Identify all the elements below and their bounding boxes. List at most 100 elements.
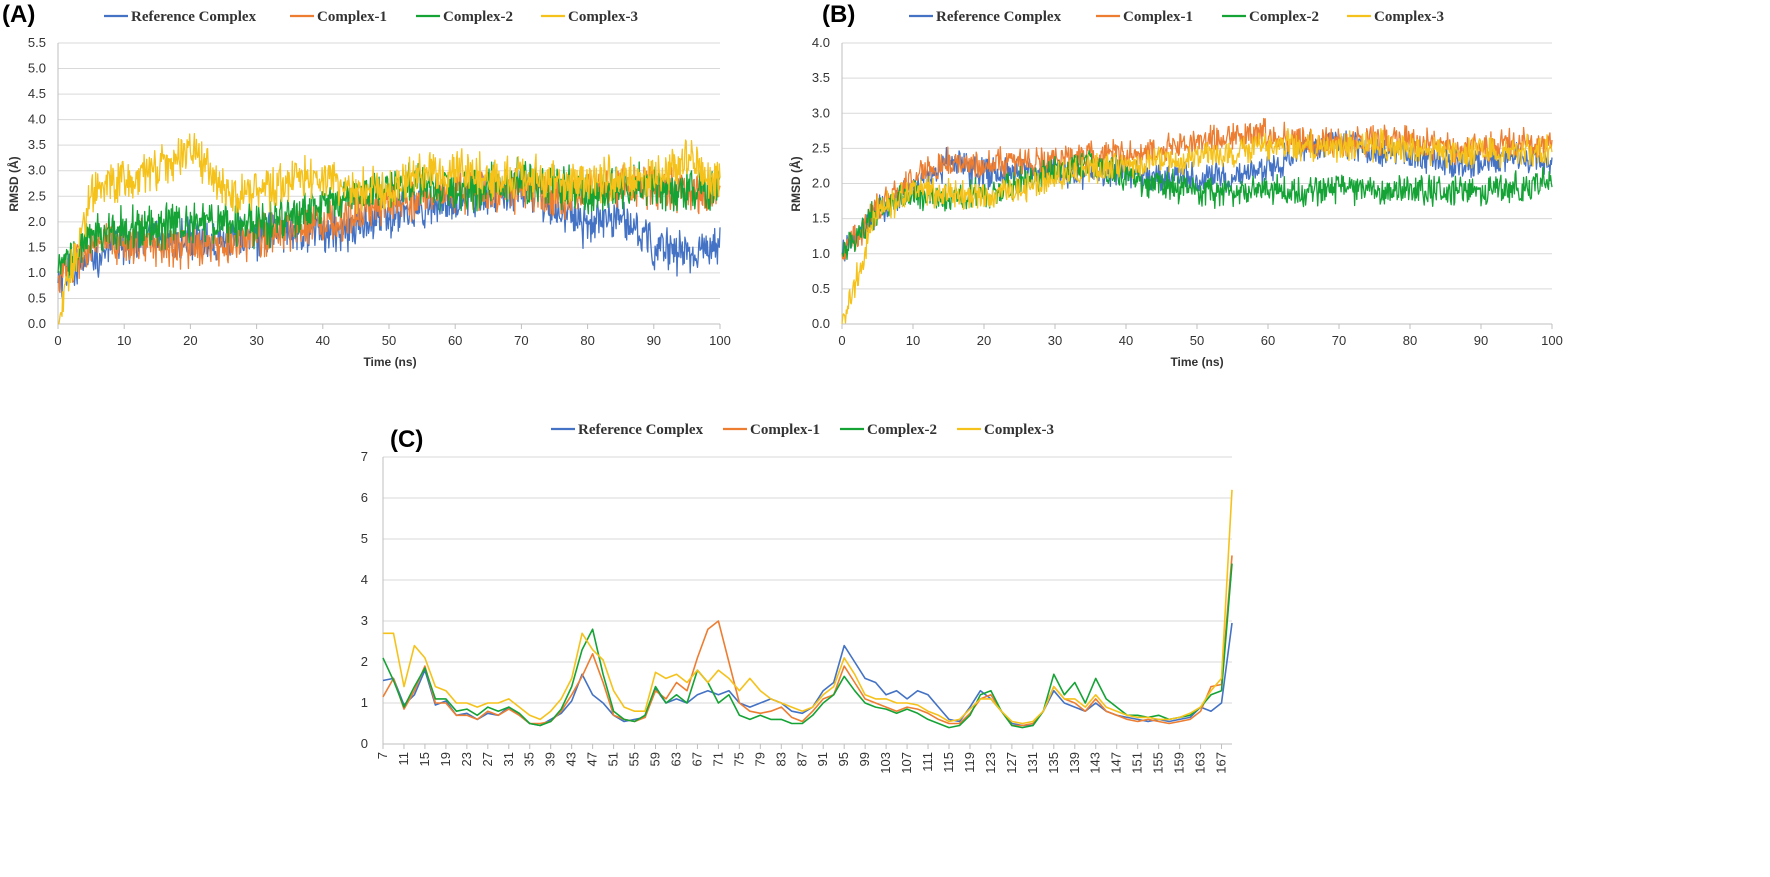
panel-b-x-tick-label: 80: [1403, 333, 1417, 348]
panel-a-x-tick-label: 40: [316, 333, 330, 348]
panel-b-series: [841, 117, 1553, 325]
panel-a-x-tick-label: 80: [580, 333, 594, 348]
panel-a-legend-label: Complex-1: [317, 9, 387, 25]
panel-a-y-tick-label: 1.0: [28, 265, 46, 280]
panel-a-label: (A): [2, 1, 35, 28]
panel-c-series: [382, 489, 1233, 729]
panel-b-series-line-2: [841, 117, 1553, 261]
panel-c-series-line-4: [383, 489, 1233, 725]
panel-c-x-tick-label: 163: [1193, 752, 1208, 774]
panel-c-x-tick-label: 51: [606, 752, 621, 766]
panel-a-y-tick-label: 1.5: [28, 239, 46, 254]
panel-c-y-tick-label: 6: [361, 490, 368, 505]
panel-c-y-tick-label: 7: [361, 449, 368, 464]
panel-c-y-tick-label: 2: [361, 654, 368, 669]
panel-c-x-tick-label: 31: [501, 752, 516, 766]
panel-b-x-tick-label: 60: [1261, 333, 1275, 348]
panel-b-legend-label: Complex-2: [1249, 9, 1319, 25]
panel-c-x-tick-label: 103: [878, 752, 893, 774]
panel-b-x-tick-label: 10: [906, 333, 920, 348]
panel-b-series-line-4: [841, 128, 1553, 325]
panel-b-y-tick-label: 3.0: [812, 105, 830, 120]
panel-b-x-tick-label: 0: [838, 333, 845, 348]
panel-b-x-axis-title: Time (ns): [1170, 355, 1223, 369]
panel-c-y-tick-label: 1: [361, 695, 368, 710]
panel-c-legend-label: Reference Complex: [578, 422, 704, 438]
panel-a-series: [57, 132, 721, 325]
panel-a-y-tick-label: 2.0: [28, 214, 46, 229]
panel-b-legend-label: Complex-3: [1374, 9, 1444, 25]
panel-c-x-tick-label: 55: [627, 752, 642, 766]
panel-c-y-tick-label: 3: [361, 613, 368, 628]
panel-c-x-tick-label: 27: [480, 752, 495, 766]
panel-c-gridlines: [382, 456, 1232, 745]
panel-c-x-tick-label: 139: [1067, 752, 1082, 774]
panel-b-y-tick-label: 0.0: [812, 316, 830, 331]
panel-b-label: (B): [822, 1, 855, 28]
panel-c-x-tick-label: 23: [459, 752, 474, 766]
panel-a-y-ticks: 0.0 0.5 1.0 1.5 2.0 2.5 3.0 3.5 4.0 4.5 5.0 5.5: [28, 35, 46, 331]
panel-a-y-tick-label: 5.5: [28, 35, 46, 50]
panel-b-x-tick-label: 40: [1119, 333, 1133, 348]
panel-a-legend-label: Complex-2: [443, 9, 513, 25]
panel-b-series-line-3: [841, 150, 1553, 260]
panel-c-x-tick-label: 155: [1151, 752, 1166, 774]
panel-c-x-tick-label: 87: [794, 752, 809, 766]
panel-a-x-tick-label: 50: [382, 333, 396, 348]
panel-c-x-tick-label: 159: [1172, 752, 1187, 774]
panel-b-x-tick-label: 20: [977, 333, 991, 348]
panel-c-x-tick-label: 83: [773, 752, 788, 766]
panel-c-x-tick-label: 47: [585, 752, 600, 766]
panel-c-x-tick-label: 131: [1025, 752, 1040, 774]
panel-c-x-tick-label: 71: [710, 752, 725, 766]
panel-c-x-tick-label: 127: [1004, 752, 1019, 774]
panel-c-x-ticks: 7 11 15 19 23 27 31 35 39 43 47 51 55 59 63 67 71 75 79 83 8…: [375, 744, 1229, 774]
panel-a-y-tick-label: 4.0: [28, 112, 46, 127]
panel-c-x-tick-label: 95: [836, 752, 851, 766]
panel-c-x-tick-label: 43: [564, 752, 579, 766]
panel-a-series-line-4: [58, 132, 721, 325]
panel-c-x-tick-label: 19: [438, 752, 453, 766]
panel-c-x-tick-label: 123: [983, 752, 998, 774]
panel-a-y-tick-label: 4.5: [28, 86, 46, 101]
panel-c-x-tick-label: 91: [815, 752, 830, 766]
panel-b-legend-label: Reference Complex: [936, 9, 1062, 25]
panel-a-x-tick-label: 100: [709, 333, 731, 348]
panel-a-legend: Reference Complex Complex-1 Complex-2 Compl…: [104, 9, 638, 25]
panel-a-x-tick-label: 30: [249, 333, 263, 348]
panel-a-legend-label: Reference Complex: [131, 9, 257, 25]
panel-c-y-tick-label: 4: [361, 572, 368, 587]
panel-c-x-tick-label: 7: [375, 752, 390, 759]
panel-a-y-tick-label: 3.0: [28, 163, 46, 178]
panel-a-x-tick-label: 20: [183, 333, 197, 348]
panel-a-chart: (A) 0 10 20 30 40 50 60 70 80 90 100 0.0 0.5 1.0 1.5 2…: [2, 1, 731, 369]
panel-c-x-tick-label: 11: [396, 752, 411, 766]
panel-a-y-axis-title: RMSD (Å): [6, 156, 21, 211]
panel-c-label: (C): [390, 426, 423, 453]
panel-c-x-tick-label: 111: [920, 752, 935, 772]
panel-c-x-tick-label: 99: [857, 752, 872, 766]
panel-a-x-ticks: 0 10 20 30 40 50 60 70 80 90 100: [54, 324, 731, 348]
panel-b-y-tick-label: 2.5: [812, 140, 830, 155]
panel-b-y-tick-label: 0.5: [812, 281, 830, 296]
panel-c-x-tick-label: 115: [941, 752, 956, 773]
panel-b-x-ticks: 0 10 20 30 40 50 60 70 80 90 100: [838, 324, 1563, 348]
panel-b-y-ticks: 0.0 0.5 1.0 1.5 2.0 2.5 3.0 3.5 4.0: [812, 35, 830, 331]
panel-c-x-tick-label: 59: [648, 752, 663, 766]
panel-b-chart: (B) 0 10 20 30 40 50 60 70 80 90 100 0.0 0.5 1.0 1.5 2…: [788, 1, 1563, 369]
panel-c-x-tick-label: 119: [962, 752, 977, 773]
panel-a-x-tick-label: 70: [514, 333, 528, 348]
panel-a-y-tick-label: 0.5: [28, 290, 46, 305]
panel-c-x-tick-label: 67: [689, 752, 704, 766]
panel-c-y-tick-label: 0: [361, 736, 368, 751]
panel-c-x-tick-label: 151: [1130, 752, 1145, 774]
panel-a-x-tick-label: 60: [448, 333, 462, 348]
panel-c-x-tick-label: 15: [417, 752, 432, 766]
panel-c-y-tick-label: 5: [361, 531, 368, 546]
panel-c-x-tick-label: 107: [899, 752, 914, 774]
panel-b-y-tick-label: 4.0: [812, 35, 830, 50]
panel-b-y-axis-title: RMSD (Å): [788, 156, 803, 211]
panel-c-x-tick-label: 35: [522, 752, 537, 766]
